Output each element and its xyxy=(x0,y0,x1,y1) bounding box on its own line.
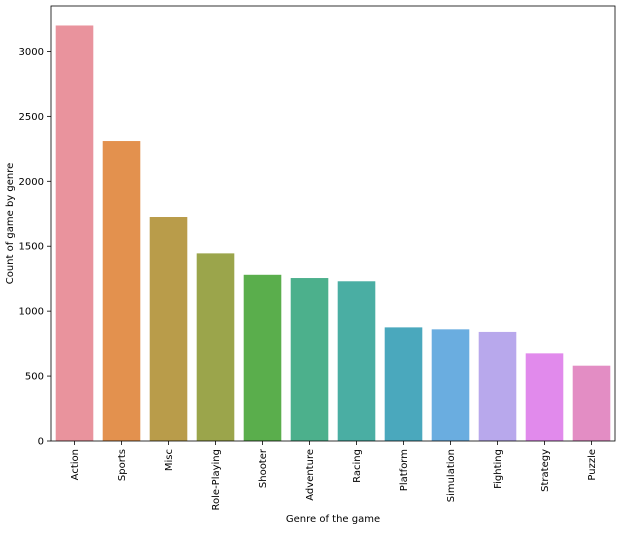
bar-platform xyxy=(384,327,423,441)
x-tick-label: Racing xyxy=(352,449,363,483)
y-tick-label: 1500 xyxy=(19,242,44,253)
y-tick-label: 1000 xyxy=(19,307,44,318)
bar-sports xyxy=(102,141,141,442)
bar-strategy xyxy=(525,353,564,441)
bar-fighting xyxy=(478,331,517,441)
x-axis-ticks: Action Sports Misc Role-Playing Shooter Adven… xyxy=(70,441,598,510)
y-axis-label: Count of game by genre xyxy=(5,163,16,285)
x-tick-label: Shooter xyxy=(258,448,269,488)
bar-misc xyxy=(149,217,188,441)
x-tick-label: Strategy xyxy=(540,449,551,492)
x-tick-label: Action xyxy=(70,449,81,480)
x-tick-label: Platform xyxy=(399,449,410,491)
bar-action xyxy=(55,25,94,441)
x-tick-label: Adventure xyxy=(305,449,316,501)
x-axis-label: Genre of the game xyxy=(286,514,380,525)
bar-puzzle xyxy=(572,365,611,441)
x-tick-label: Fighting xyxy=(493,449,504,489)
bar-shooter xyxy=(243,274,282,441)
x-tick-label: Simulation xyxy=(446,449,457,502)
bars-layer xyxy=(55,25,611,442)
bar-racing xyxy=(337,281,376,441)
x-tick-label: Puzzle xyxy=(587,449,598,481)
bar-adventure xyxy=(290,278,329,441)
x-tick-label: Misc xyxy=(164,449,175,471)
y-tick-label: 2500 xyxy=(19,112,44,123)
y-axis-ticks: 0 500 1000 1500 2000 2500 3000 xyxy=(19,47,51,448)
bar-role-playing xyxy=(196,253,235,441)
x-tick-label: Role-Playing xyxy=(211,449,222,510)
bar-simulation xyxy=(431,329,470,441)
y-tick-label: 2000 xyxy=(19,177,44,188)
y-tick-label: 3000 xyxy=(19,47,44,58)
x-tick-label: Sports xyxy=(117,449,128,481)
plot-frame xyxy=(50,5,616,442)
y-tick-label: 500 xyxy=(25,372,44,383)
y-tick-label: 0 xyxy=(38,437,44,448)
